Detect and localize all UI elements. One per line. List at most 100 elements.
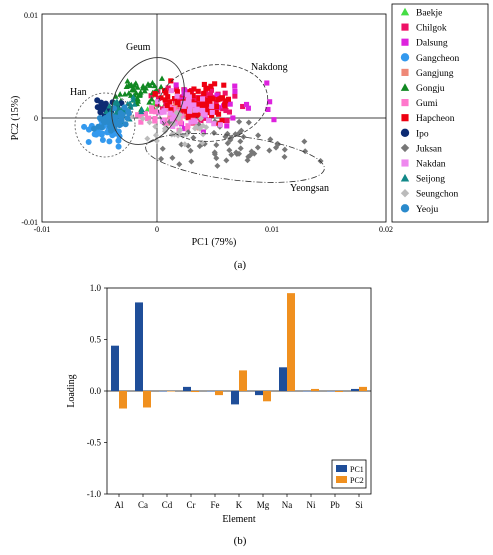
scatter-point-hapcheon bbox=[209, 112, 215, 118]
pca-score-plot: Han Geum Nakdong Yeongsan 0.01 0 -0.01 -… bbox=[10, 3, 489, 271]
scatter-point-nakdan bbox=[187, 104, 193, 110]
bar-pc1-cd bbox=[159, 391, 167, 392]
bar-pc2-al bbox=[119, 391, 127, 409]
scatter-point-yeoju bbox=[111, 105, 118, 112]
scatter-point-hapcheon bbox=[222, 103, 228, 109]
bar-x-tick-label: Na bbox=[282, 500, 293, 510]
scatter-point-ipo bbox=[98, 99, 105, 106]
scatter-point-gumi bbox=[163, 121, 169, 127]
scatter-point-juksan bbox=[267, 136, 274, 143]
legend-marker-chilgok bbox=[401, 23, 409, 31]
scatter-point-gangcheon bbox=[99, 137, 106, 144]
scatter-point-seijong bbox=[111, 99, 118, 105]
scatter-point-gongju bbox=[128, 81, 135, 88]
scatter-point-gangcheon bbox=[115, 137, 122, 144]
bar-y-axis-label: Loading bbox=[66, 374, 77, 407]
legend-label-dalsung: Dalsung bbox=[416, 39, 448, 49]
scatter-point-juksan bbox=[223, 157, 230, 164]
scatter-point-juksan bbox=[237, 138, 244, 145]
loading-bar-chart: -1.0-0.50.00.51.0 Al Ca Cd Cr Fe K Mg Na Ni Pb Si … bbox=[66, 283, 372, 547]
scatter-points bbox=[81, 75, 324, 169]
bar-pc1-pb bbox=[327, 391, 335, 392]
scatter-point-seungchon bbox=[146, 119, 153, 126]
bar-pc1-mg bbox=[255, 391, 263, 396]
scatter-point-gangcheon bbox=[81, 123, 88, 130]
scatter-point-chilgok bbox=[175, 96, 181, 102]
scatter-point-hapcheon bbox=[207, 95, 213, 101]
scatter-point-yeoju bbox=[105, 113, 112, 120]
scatter-point-hapcheon bbox=[201, 90, 207, 96]
scatter-point-hapcheon bbox=[223, 98, 229, 104]
scatter-point-gumi bbox=[152, 116, 158, 122]
scatter-point-seungchon bbox=[161, 128, 168, 135]
scatter-point-juksan bbox=[211, 149, 218, 156]
legend-marker-seijong bbox=[400, 173, 410, 182]
scatter-point-gumi bbox=[185, 123, 191, 129]
scatter-point-seungchon bbox=[139, 115, 146, 122]
scatter-point-juksan bbox=[187, 147, 194, 154]
scatter-point-gumi bbox=[149, 108, 155, 114]
scatter-point-hapcheon bbox=[219, 117, 225, 124]
bar-pc1-fe bbox=[207, 391, 215, 392]
scatter-point-gumi bbox=[148, 105, 155, 111]
scatter-point-nakdan bbox=[192, 107, 198, 113]
scatter-point-hapcheon bbox=[185, 115, 191, 121]
scatter-point-juksan bbox=[281, 146, 288, 153]
scatter-point-hapcheon bbox=[221, 82, 227, 88]
scatter-point-seungchon bbox=[203, 124, 210, 131]
scatter-point-ipo bbox=[97, 107, 104, 114]
scatter-point-gongju bbox=[125, 90, 132, 96]
scatter-point-gangcheon bbox=[115, 143, 122, 150]
bar-x-tick-label: Mg bbox=[257, 500, 270, 510]
scatter-point-yeoju bbox=[122, 121, 129, 128]
scatter-point-gongju bbox=[139, 85, 146, 91]
scatter-point-dalsung bbox=[265, 106, 271, 113]
scatter-point-hapcheon bbox=[189, 99, 195, 105]
scatter-point-juksan bbox=[266, 147, 273, 154]
scatter-point-chilgok bbox=[223, 107, 229, 114]
bar-pc2-cd bbox=[167, 391, 175, 392]
scatter-point-hapcheon bbox=[216, 111, 222, 117]
bar-x-tick-label: Ca bbox=[138, 500, 148, 510]
scatter-point-nakdan bbox=[209, 109, 215, 115]
scatter-point-hapcheon bbox=[190, 112, 196, 118]
bar-pc2-si bbox=[359, 386, 367, 391]
scatter-point-nakdan bbox=[168, 88, 174, 94]
scatter-point-hapcheon bbox=[204, 100, 210, 106]
legend-marker-nakdan bbox=[401, 159, 409, 167]
scatter-point-seijong bbox=[126, 100, 133, 106]
bar-x-tick-label: K bbox=[236, 500, 243, 510]
scatter-point-juksan bbox=[236, 118, 243, 125]
scatter-point-juksan bbox=[213, 155, 220, 162]
scatter-point-juksan bbox=[281, 153, 288, 160]
scatter-point-hapcheon bbox=[152, 91, 158, 97]
scatter-point-hapcheon bbox=[158, 95, 164, 101]
bar-y-tick-label: 1.0 bbox=[90, 283, 102, 293]
bar-pc2-k bbox=[239, 370, 247, 391]
scatter-point-gongju bbox=[158, 75, 165, 81]
scatter-point-juksan bbox=[254, 144, 261, 151]
scatter-point-chilgok bbox=[232, 93, 238, 99]
scatter-point-dalsung bbox=[227, 101, 233, 107]
scatter-point-chilgok bbox=[208, 87, 215, 93]
legend-label-seijong: Seijong bbox=[416, 175, 445, 185]
scatter-point-hapcheon bbox=[180, 107, 186, 113]
scatter-point-nakdan bbox=[181, 103, 187, 109]
legend-marker-juksan bbox=[400, 143, 410, 153]
annotation-han: Han bbox=[70, 87, 87, 98]
scatter-point-gongju bbox=[137, 91, 144, 97]
scatter-point-yeoju bbox=[98, 124, 105, 131]
annotation-yeongsan: Yeongsan bbox=[290, 183, 329, 194]
scatter-point-gumi bbox=[179, 113, 185, 119]
scatter-point-chilgok bbox=[202, 115, 208, 121]
scatter-point-seungchon bbox=[152, 123, 159, 130]
geum-group-ellipse bbox=[111, 57, 185, 145]
scatter-point-hapcheon bbox=[212, 81, 218, 87]
scatter-point-hapcheon bbox=[162, 88, 168, 94]
scatter-point-hapcheon bbox=[203, 86, 209, 92]
panel-label-a: (a) bbox=[234, 259, 247, 271]
scatter-point-yeoju bbox=[90, 125, 97, 132]
scatter-point-juksan bbox=[247, 152, 254, 159]
annotation-geum: Geum bbox=[126, 42, 151, 53]
